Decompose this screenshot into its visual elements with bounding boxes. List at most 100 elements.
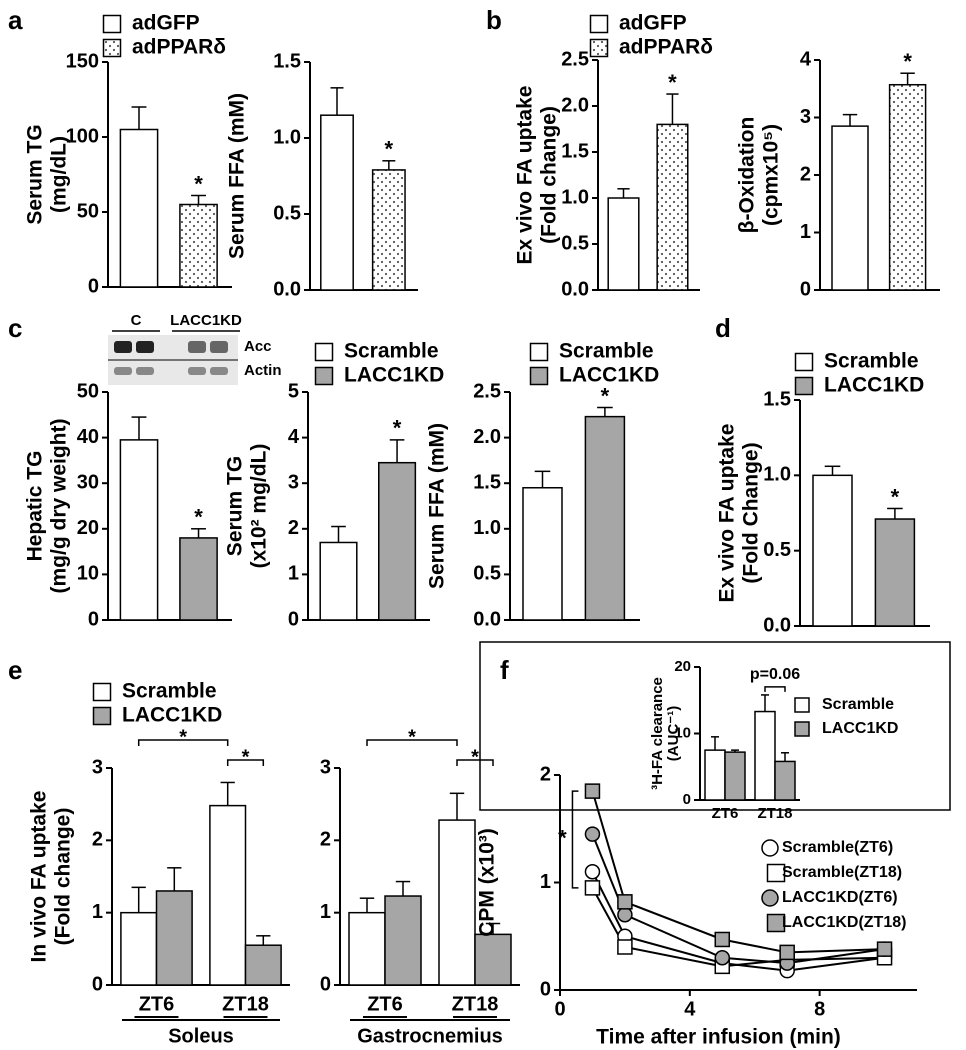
blot-band [114, 341, 132, 353]
y-axis-label: (AUC⁻¹) [665, 706, 682, 761]
x-tick-label: ZT18 [452, 993, 499, 1015]
bar [348, 911, 386, 986]
blot-band [136, 367, 154, 375]
legend-label: adGFP [132, 12, 200, 35]
legend-swatch [92, 706, 112, 726]
y-axis-label: ³H-FA clearance [649, 677, 666, 790]
comparison-bracket [764, 686, 786, 692]
y-tick-label: 0.5 [273, 202, 301, 224]
bar [319, 541, 358, 621]
y-tick-label: 20 [77, 517, 99, 539]
legend-label: Scramble [824, 350, 919, 373]
y-tick-label: 2.0 [473, 426, 501, 448]
bar [155, 890, 193, 986]
legend-swatch [794, 721, 810, 737]
y-tick-label: 4 [288, 426, 300, 448]
marker [584, 783, 601, 799]
panel-letter: d [715, 313, 731, 343]
legend-swatch [314, 366, 334, 386]
marker [584, 864, 601, 880]
y-tick-label: 2 [540, 763, 551, 785]
legend-swatch [314, 342, 334, 362]
bar [244, 944, 282, 986]
marker [617, 907, 633, 923]
comparison-label: * [408, 726, 416, 748]
comparison-label: * [558, 825, 567, 850]
y-tick-label: 2.0 [561, 94, 589, 116]
y-tick-label: 2.5 [473, 380, 501, 402]
marker [584, 826, 601, 842]
blot-band [114, 367, 132, 375]
y-tick-label: 3 [800, 106, 811, 128]
panel-letter: e [8, 655, 22, 685]
blot-band [210, 367, 228, 375]
significance: * [385, 137, 394, 162]
legend-label: LACC1KD [559, 364, 659, 387]
y-tick-label: 0 [88, 275, 99, 297]
y-tick-label: 1.0 [763, 464, 791, 486]
y-tick-label: 150 [66, 50, 99, 72]
marker [617, 894, 633, 910]
y-tick-label: 1.5 [561, 140, 589, 162]
y-axis-label: Serum FFA (mM) [426, 423, 449, 589]
bar [120, 911, 158, 986]
y-tick-label: 2 [320, 829, 331, 851]
bar [119, 128, 159, 288]
y-tick-label: 2 [800, 163, 811, 185]
y-tick-label: 3 [320, 756, 331, 778]
bar [209, 804, 247, 986]
legend-label: Scramble [559, 340, 654, 363]
legend-swatch [794, 352, 814, 372]
significance: * [194, 505, 203, 530]
blot-band [188, 367, 206, 375]
marker [779, 944, 795, 961]
y-tick-label: 2.5 [561, 48, 589, 70]
legend-label: adPPARδ [132, 36, 226, 59]
comparison-label: * [471, 746, 479, 768]
legend-label: Scramble(ZT18) [782, 864, 902, 881]
legend-swatch [794, 697, 810, 713]
y-axis-label: (Fold change) [52, 808, 75, 946]
bar [812, 474, 853, 627]
y-tick-label: 20 [674, 658, 691, 675]
y-tick-label: 1 [288, 563, 299, 585]
panel-letter: f [500, 655, 509, 685]
legend-swatch [589, 38, 609, 58]
marker [714, 931, 731, 948]
bar [888, 83, 927, 291]
panel-letter: b [486, 5, 502, 35]
bar [119, 439, 159, 621]
legend-label: LACC1KD [344, 364, 444, 387]
y-axis-label: (x10² mg/dL) [248, 444, 271, 569]
y-axis-label: (mg/dL) [48, 136, 71, 213]
y-axis-label: In vivo FA uptake [28, 791, 51, 963]
bar [874, 518, 916, 627]
legend-swatch [102, 14, 122, 34]
bar [774, 760, 796, 801]
y-tick-label: 2 [92, 829, 103, 851]
legend-label: LACC1KD [824, 374, 924, 397]
y-tick-label: 0 [683, 791, 691, 808]
bar [438, 819, 476, 986]
y-tick-label: 3 [92, 756, 103, 778]
blot-band [210, 341, 228, 353]
x-tick-label: ZT18 [757, 805, 792, 822]
y-tick-label: 0 [288, 608, 299, 630]
comparison-label: * [242, 746, 250, 768]
y-axis-label: Ex vivo FA uptake [514, 86, 537, 265]
marker [714, 950, 731, 966]
blot-lane-label: LACC1KD [170, 312, 242, 329]
y-tick-label: 0 [540, 978, 551, 1000]
y-axis-label: (Fold Change) [740, 442, 763, 583]
comparison-bracket [366, 739, 458, 746]
significance: * [891, 484, 900, 509]
y-axis-label: Serum TG [24, 124, 47, 224]
y-tick-label: 0 [88, 608, 99, 630]
comparison-bracket [226, 759, 265, 766]
y-axis-label: Hepatic TG [24, 451, 47, 562]
legend-label: adPPARδ [619, 36, 713, 59]
y-tick-label: 1.0 [561, 186, 589, 208]
y-tick-label: 10 [77, 563, 99, 585]
comparison-label: p=0.06 [750, 666, 800, 683]
y-axis-label: (mg/g dry weight) [48, 419, 71, 594]
